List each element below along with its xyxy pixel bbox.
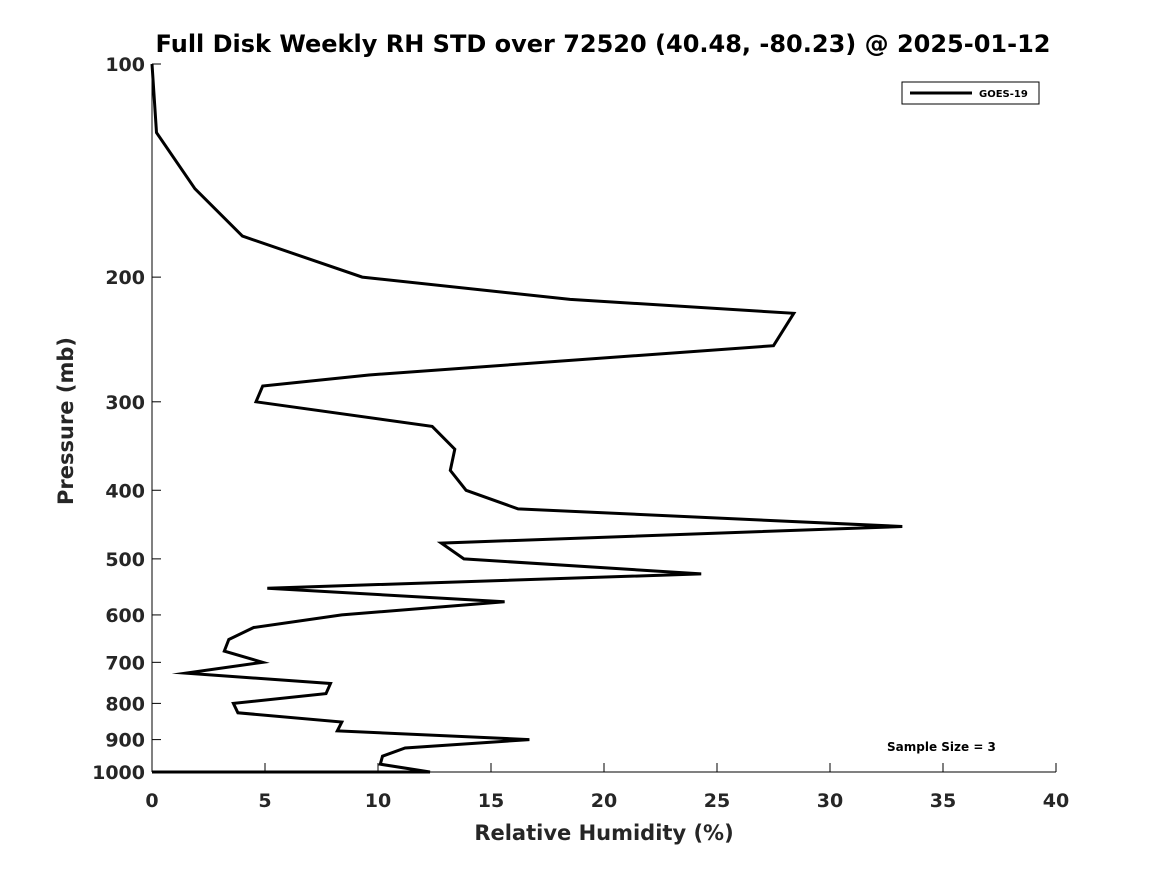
y-tick-label: 700 (105, 652, 145, 674)
legend: GOES-19 (901, 81, 1040, 105)
y-tick-label: 400 (105, 480, 145, 502)
y-tick-label: 900 (105, 730, 145, 752)
x-tick-label: 30 (817, 790, 843, 812)
x-tick-label: 40 (1043, 790, 1069, 812)
plot-axes: 0 5 10 15 20 25 30 35 40 100 200 300 400 500 600 700 800… (92, 54, 1069, 812)
x-tick-label: 35 (930, 790, 956, 812)
series-layer (150, 63, 903, 774)
sample-size-annotation: Sample Size = 3 (887, 740, 996, 754)
y-tick-label: 800 (105, 693, 145, 715)
x-tick-label: 0 (145, 790, 158, 812)
y-tick-label: 100 (105, 54, 145, 76)
x-tick-label: 5 (258, 790, 271, 812)
x-axis-label: Relative Humidity (%) (474, 821, 733, 845)
y-tick-label: 600 (105, 605, 145, 627)
y-tick-label: 300 (105, 392, 145, 414)
chart-title: Full Disk Weekly RH STD over 72520 (40.4… (156, 30, 1051, 58)
y-tick-label: 500 (105, 549, 145, 571)
y-axis-label: Pressure (mb) (54, 337, 78, 505)
x-tick-label: 20 (591, 790, 617, 812)
legend-label-goes-19: GOES-19 (979, 89, 1028, 100)
series-line-goes-19 (150, 63, 903, 774)
y-tick-label: 1000 (92, 762, 145, 784)
x-tick-label: 15 (478, 790, 504, 812)
x-tick-label: 25 (704, 790, 730, 812)
y-tick-label: 200 (105, 267, 145, 289)
x-tick-label: 10 (365, 790, 391, 812)
